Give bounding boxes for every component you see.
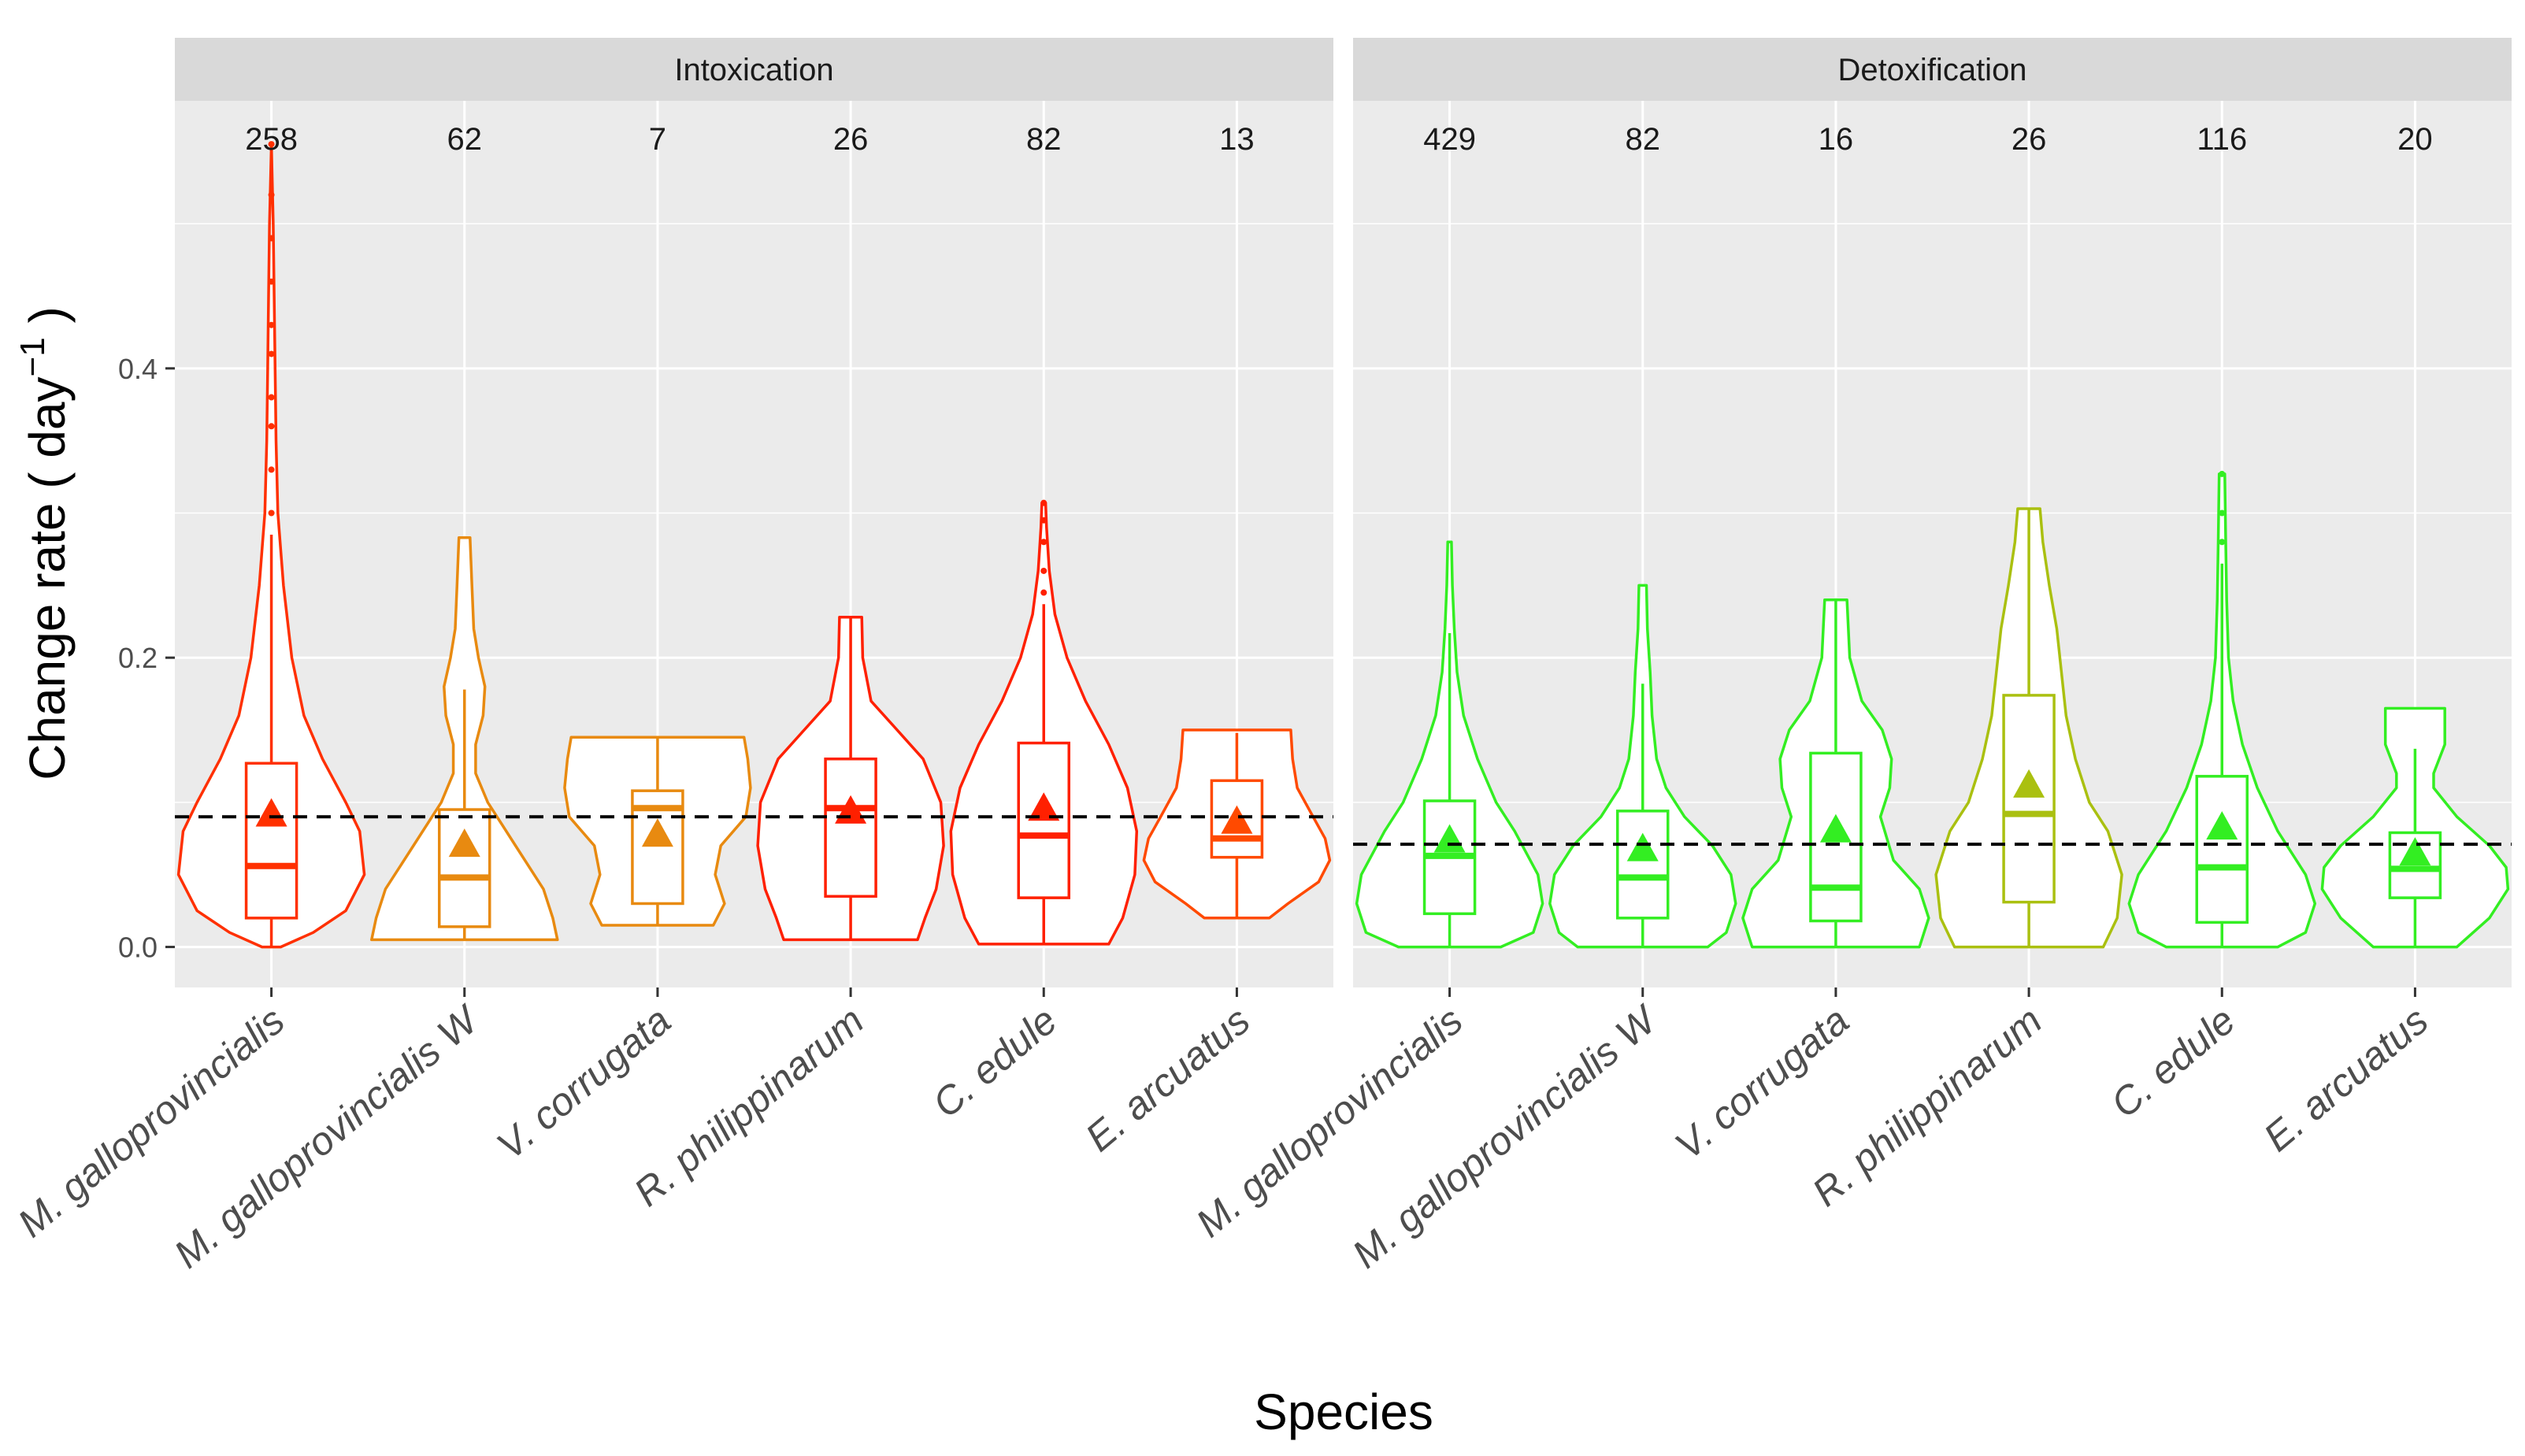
outlier-point (2219, 509, 2226, 517)
box-iqr (2002, 694, 2056, 904)
y-axis-title-close: ) (19, 306, 76, 337)
outlier-point (268, 509, 275, 517)
panel-background (175, 101, 1333, 987)
category-label: M. galloprovincialis W (165, 995, 488, 1276)
panel-strip (175, 38, 1333, 101)
box-iqr (824, 758, 877, 898)
category-label: C. edule (2103, 998, 2244, 1127)
outlier-point (1040, 567, 1047, 574)
count-label: 26 (833, 122, 869, 157)
box-iqr (1017, 741, 1070, 899)
category-label: E. arcuatus (1077, 998, 1259, 1160)
outlier-point (268, 191, 275, 198)
count-label: 82 (1026, 122, 1062, 157)
box-iqr (1210, 779, 1264, 859)
count-label: 20 (2397, 122, 2433, 157)
category-label: C. edule (925, 998, 1066, 1127)
mean-marker (1028, 792, 1060, 821)
y-axis-title-superscript: −1 (13, 337, 52, 376)
mean-marker (2399, 837, 2431, 866)
outlier-point (1040, 539, 1047, 546)
count-label: 82 (1626, 122, 1661, 157)
y-tick-label: 0.0 (118, 932, 158, 964)
mean-marker (255, 798, 287, 827)
violin-shape (1934, 507, 2123, 949)
mean-marker (641, 818, 673, 847)
outlier-point (268, 466, 275, 473)
count-label: 116 (2197, 122, 2247, 157)
violin-shape (1741, 598, 1930, 949)
y-tick-label: 0.2 (118, 642, 158, 674)
panel-strip-label: Detoxification (1837, 53, 2026, 87)
panel-strip (1353, 38, 2512, 101)
count-label: 26 (2011, 122, 2047, 157)
category-label: E. arcuatus (2256, 998, 2437, 1160)
x-axis-title: Species (1254, 1384, 1433, 1440)
outlier-point (1040, 499, 1047, 506)
count-label: 429 (1423, 122, 1476, 157)
category-label: V. corrugata (1667, 998, 1857, 1169)
outlier-point (268, 350, 275, 358)
count-label: 7 (649, 122, 666, 157)
y-axis-title: Change rate ( day−1 ) (13, 306, 76, 780)
count-label: 62 (447, 122, 483, 157)
mean-marker (2013, 769, 2045, 798)
box-iqr (1616, 810, 1670, 920)
box-iqr (244, 761, 298, 920)
mean-marker (2206, 811, 2238, 840)
outlier-point (268, 394, 275, 401)
outlier-point (268, 423, 275, 430)
y-axis-title-main: Change rate ( day (19, 376, 76, 780)
box-iqr (1809, 751, 1863, 923)
outlier-point (1040, 517, 1047, 524)
box-iqr (438, 808, 491, 928)
y-axis: 0.0 0.2 0.4 (118, 353, 175, 964)
outlier-point (1040, 589, 1047, 596)
mean-marker (1819, 813, 1852, 843)
outlier-point (268, 235, 275, 242)
outlier-point (268, 321, 275, 328)
category-label: V. corrugata (488, 998, 679, 1169)
violin-shape (756, 616, 945, 942)
count-label: 13 (1219, 122, 1255, 157)
count-label: 16 (1819, 122, 1854, 157)
category-label: M. galloprovincialis W (1344, 995, 1667, 1276)
y-axis-title-group: Change rate ( day−1 ) (13, 306, 76, 780)
outlier-point (2219, 470, 2226, 477)
mean-marker (1221, 805, 1253, 834)
outlier-point (2219, 539, 2226, 546)
count-label: 258 (245, 122, 298, 157)
outlier-point (268, 278, 275, 285)
panel-background (1353, 101, 2512, 987)
outlier-point (268, 141, 275, 148)
mean-marker (1626, 832, 1659, 861)
panel-strip-label: Intoxication (674, 53, 833, 87)
y-tick-label: 0.4 (118, 353, 158, 385)
mean-marker (448, 828, 480, 858)
box-iqr (631, 789, 684, 906)
box-iqr (2388, 831, 2442, 899)
box-iqr (2195, 775, 2249, 924)
